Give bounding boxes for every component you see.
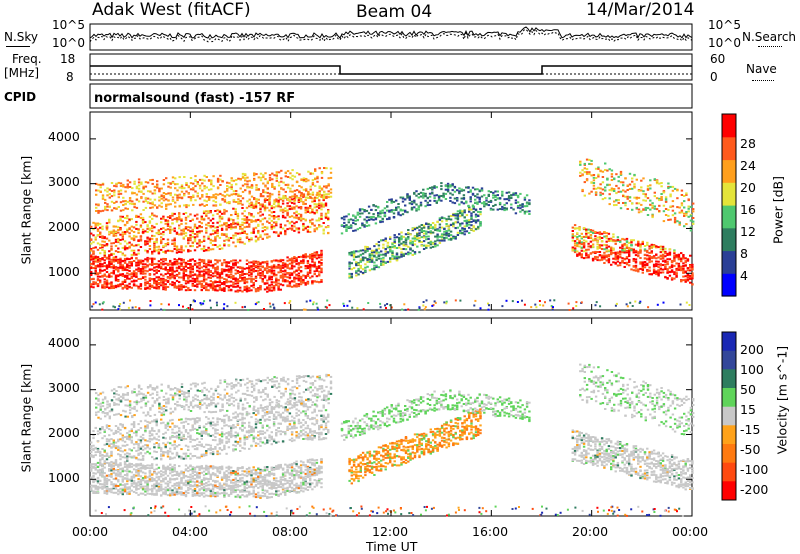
freq-top-label: 18: [60, 52, 76, 66]
nave-legend-line: [752, 80, 774, 81]
nsearch-legend-line: [758, 46, 782, 47]
vel-ytick-1000: 1000: [48, 470, 80, 485]
x-axis-title: Time UT: [366, 539, 418, 554]
power-ylabel: Slant Range [km]: [18, 155, 34, 265]
cpid-label: CPID: [4, 90, 37, 104]
nsky-trace: [89, 26, 693, 39]
power-cbar-tick-16: 16: [740, 202, 756, 217]
nsearch-top-label: 10^5: [708, 18, 741, 32]
nsky-bottom-label: 10^0: [52, 36, 85, 50]
nsearch-trace: [89, 28, 693, 43]
vel-cbar-tick-100: 100: [740, 362, 764, 377]
axis-ticks: [89, 112, 693, 516]
xtick-2400: 00:00: [672, 524, 709, 539]
vel-cbar-tick-50: 50: [740, 382, 756, 397]
xtick-0400: 04:00: [172, 524, 209, 539]
cpid-strip-frame: [89, 83, 693, 109]
power-heatmap: [90, 158, 695, 311]
power-cbar-tick-28: 28: [740, 136, 756, 151]
vel-cbar-tick-neg50: -50: [740, 442, 761, 457]
velocity-heatmap: [90, 363, 695, 517]
power-cbar-tick-8: 8: [740, 246, 748, 261]
xtick-1200: 12:00: [372, 524, 409, 539]
vel-ytick-3000: 3000: [48, 380, 80, 395]
vel-ytick-2000: 2000: [48, 425, 80, 440]
velocity-ylabel: Slant Range [km]: [18, 363, 34, 473]
power-cbar-label: Power [dB]: [770, 175, 786, 245]
nsky-legend-line: [6, 46, 30, 47]
nsky-label: N.Sky: [4, 30, 39, 44]
vel-cbar-tick-15: 15: [740, 402, 756, 417]
xtick-0800: 08:00: [272, 524, 309, 539]
power-ytick-3000: 3000: [48, 174, 80, 189]
xtick-2000: 20:00: [572, 524, 609, 539]
power-cbar-tick-20: 20: [740, 180, 756, 195]
nsearch-label: N.Search: [742, 30, 797, 44]
power-colorbar: [721, 113, 737, 297]
power-cbar-tick-24: 24: [740, 158, 756, 173]
freq-label: Freq.: [12, 52, 42, 66]
vel-cbar-tick-neg15: -15: [740, 422, 761, 437]
vel-cbar-tick-200: 200: [740, 342, 764, 357]
nave-label: Nave: [746, 62, 777, 76]
vel-cbar-tick-neg200: -200: [740, 482, 769, 497]
radar-title: Adak West (fitACF): [92, 0, 251, 20]
freq-unit-label: [MHz]: [4, 66, 40, 80]
vel-ytick-4000: 4000: [48, 335, 80, 350]
program-label: normalsound (fast) -157 RF: [94, 91, 296, 106]
nave-bottom-label: 0: [710, 70, 718, 84]
power-ytick-2000: 2000: [48, 219, 80, 234]
power-cbar-tick-4: 4: [740, 268, 748, 283]
vel-cbar-tick-neg100: -100: [740, 462, 769, 477]
frequency-trace: [90, 65, 692, 75]
freq-strip-frame: [89, 53, 693, 81]
beam-label: Beam 04: [356, 2, 433, 22]
power-ytick-4000: 4000: [48, 129, 80, 144]
freq-bottom-label: 8: [66, 70, 74, 84]
velocity-colorbar: [721, 331, 737, 501]
power-ytick-1000: 1000: [48, 264, 80, 279]
date-label: 14/Mar/2014: [586, 0, 695, 20]
xtick-1600: 16:00: [472, 524, 509, 539]
noise-strip-frame: [89, 23, 693, 51]
nsearch-bottom-label: 10^0: [708, 36, 741, 50]
nsky-top-label: 10^5: [52, 18, 85, 32]
power-cbar-tick-12: 12: [740, 224, 756, 239]
vel-cbar-label: Velocity [m s^-1]: [774, 345, 790, 455]
xtick-0000: 00:00: [72, 524, 109, 539]
nave-top-label: 60: [710, 52, 726, 66]
